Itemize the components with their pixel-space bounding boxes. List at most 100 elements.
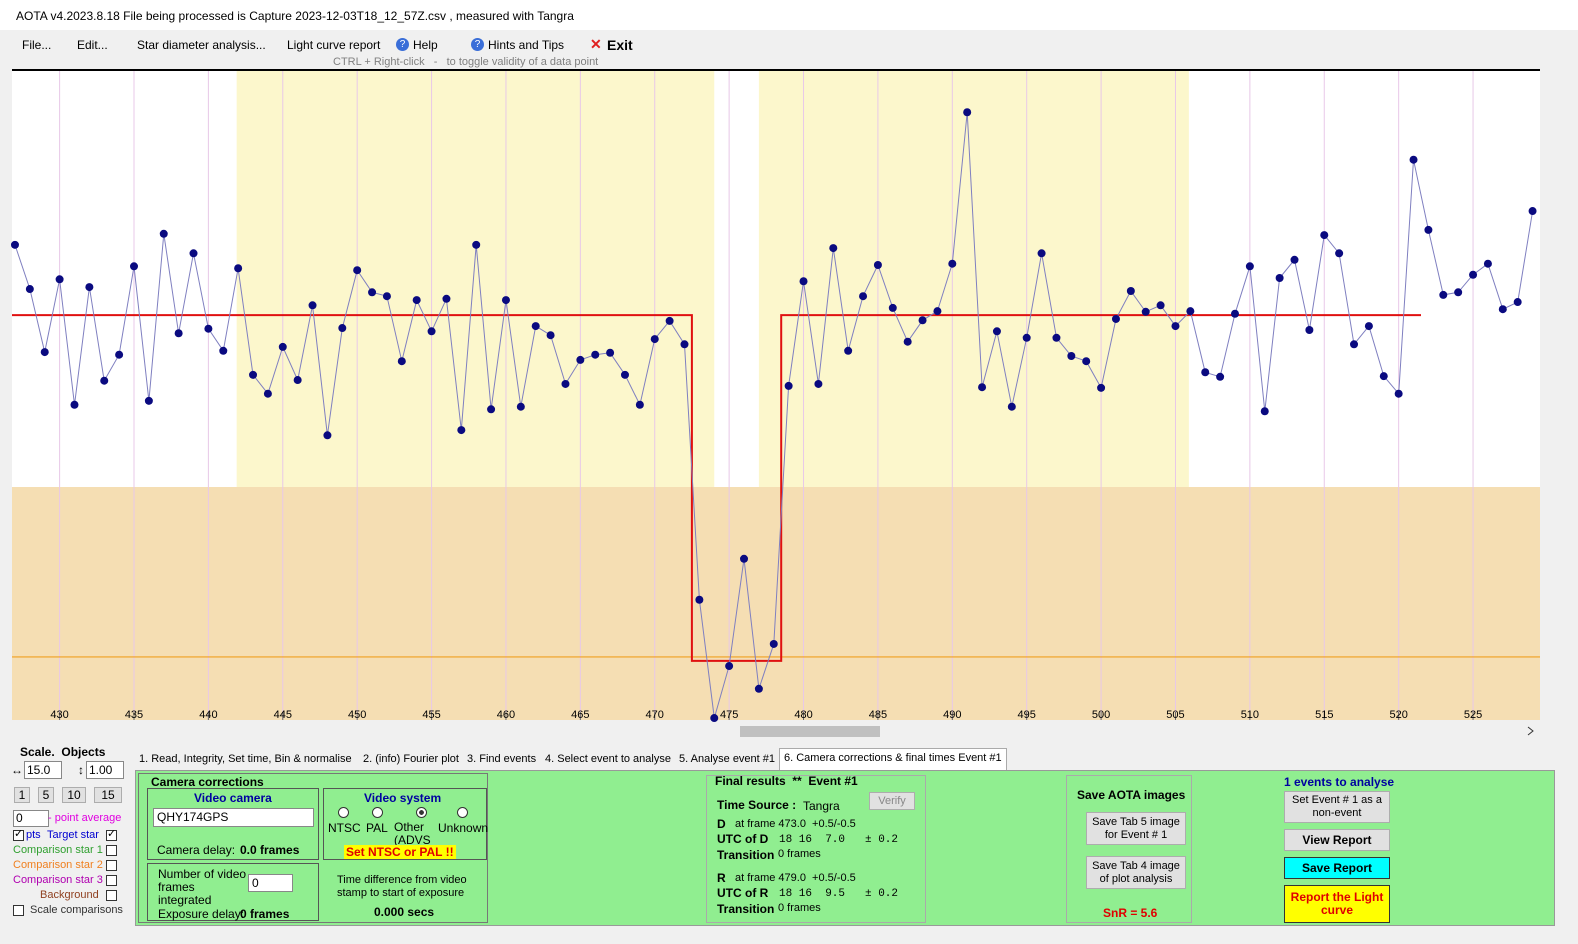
- data-point: [1305, 326, 1314, 334]
- object-label: Target star: [47, 829, 99, 841]
- time-diff-value: 0.000 secs: [374, 905, 435, 919]
- data-point: [144, 396, 153, 405]
- panel-title: Scale. Objects: [20, 745, 106, 759]
- menu-bar: File... Edit... Star diameter analysis..…: [0, 30, 1550, 68]
- checkbox[interactable]: [106, 845, 117, 856]
- x-tick-label: 435: [125, 709, 143, 721]
- checkbox[interactable]: [106, 875, 117, 886]
- non-event-button[interactable]: Set Event # 1 as a non-event: [1284, 791, 1390, 823]
- menu-item[interactable]: Edit...: [77, 38, 108, 52]
- data-point: [10, 240, 19, 249]
- group-title: Final results ** Event #1: [715, 774, 858, 788]
- data-point: [1082, 357, 1091, 366]
- data-point: [918, 316, 927, 325]
- tab[interactable]: 1. Read, Integrity, Set time, Bin & norm…: [139, 753, 352, 765]
- report-light-curve-button[interactable]: Report the Light curve: [1284, 885, 1390, 923]
- data-point: [1245, 262, 1254, 271]
- data-point: [591, 350, 600, 359]
- camera-select[interactable]: QHY174GPS: [153, 808, 314, 827]
- data-point: [635, 400, 644, 409]
- x-tick-label: 505: [1166, 709, 1184, 721]
- data-point: [650, 335, 659, 344]
- save-tab4-button[interactable]: Save Tab 4 image of plot analysis: [1086, 856, 1186, 889]
- data-point: [665, 316, 674, 325]
- tab[interactable]: 4. Select event to analyse: [545, 753, 671, 765]
- utc-error: ± 0.2: [865, 888, 899, 900]
- baseline-region: [758, 70, 1189, 487]
- menu-item[interactable]: File...: [22, 38, 52, 52]
- frames-select[interactable]: 0: [248, 874, 293, 892]
- scale-button[interactable]: 15: [94, 787, 122, 803]
- data-point: [784, 381, 793, 390]
- menu-item[interactable]: Help: [413, 38, 438, 52]
- tab[interactable]: 5. Analyse event #1: [679, 753, 776, 765]
- data-point: [829, 244, 838, 253]
- data-point: [844, 346, 853, 355]
- x-tick-label: 440: [199, 709, 217, 721]
- x-tick-label: 500: [1092, 709, 1110, 721]
- radio[interactable]: [372, 807, 383, 818]
- d-letter: D: [717, 817, 726, 831]
- final-results-group: Final results ** Event #1 Time Source : …: [706, 774, 926, 923]
- scale-button[interactable]: 5: [38, 787, 54, 803]
- data-point: [725, 662, 734, 671]
- data-point: [1528, 207, 1537, 216]
- time-source: Tangra: [803, 799, 840, 813]
- menu-item[interactable]: Light curve report: [287, 38, 381, 52]
- menu-item[interactable]: Hints and Tips: [488, 38, 565, 52]
- scrollbar-thumb[interactable]: [740, 726, 880, 737]
- data-point: [70, 400, 79, 409]
- save-tab5-button[interactable]: Save Tab 5 image for Event # 1: [1086, 812, 1186, 845]
- tab[interactable]: 2. (info) Fourier plot: [363, 753, 459, 765]
- scale-button[interactable]: 1: [14, 787, 30, 803]
- data-point: [278, 342, 287, 351]
- average-label: - point average: [48, 812, 122, 824]
- x-tick-label: 485: [869, 709, 887, 721]
- average-select[interactable]: 0: [13, 810, 49, 827]
- x-tick-label: 495: [1018, 709, 1036, 721]
- checkbox[interactable]: [106, 890, 117, 901]
- data-point: [412, 296, 421, 305]
- data-point: [40, 348, 49, 357]
- checkbox[interactable]: [106, 860, 117, 871]
- data-point: [159, 229, 168, 238]
- verify-button[interactable]: Verify: [869, 792, 915, 810]
- data-point: [1439, 290, 1448, 299]
- left-panel: Scale. Objects ↔ 15.0 ↕ 1.00 1 5 10 15 0…: [8, 745, 133, 925]
- data-point: [1052, 333, 1061, 342]
- radio[interactable]: [457, 807, 468, 818]
- time-diff-label: Time difference from video stamp to star…: [337, 874, 467, 899]
- scale-x-input[interactable]: 15.0: [24, 761, 62, 779]
- checkbox[interactable]: [13, 830, 24, 841]
- data-point: [561, 379, 570, 388]
- data-point: [1156, 301, 1165, 310]
- camera-corrections-group: Camera corrections Video camera QHY174GP…: [138, 773, 488, 923]
- data-point: [799, 277, 808, 286]
- data-point: [546, 331, 555, 340]
- radio-checked[interactable]: [416, 807, 427, 818]
- x-tick-label: 465: [571, 709, 589, 721]
- tab[interactable]: 3. Find events: [467, 753, 537, 765]
- menu-item[interactable]: Exit: [607, 37, 633, 53]
- radio[interactable]: [338, 807, 349, 818]
- save-report-button[interactable]: Save Report: [1284, 857, 1390, 879]
- checkbox[interactable]: [13, 905, 24, 916]
- view-report-button[interactable]: View Report: [1284, 829, 1390, 851]
- scroll-right-arrow[interactable]: [1527, 726, 1534, 736]
- data-point: [1498, 305, 1507, 314]
- checkbox[interactable]: [106, 830, 117, 841]
- data-point: [1364, 322, 1373, 331]
- data-point: [204, 324, 213, 333]
- data-point: [1409, 155, 1418, 164]
- data-point: [1171, 322, 1180, 331]
- data-point: [978, 383, 987, 392]
- menu-item[interactable]: Star diameter analysis...: [137, 38, 266, 52]
- icon: ↕: [78, 763, 84, 777]
- help-icon: ?: [471, 38, 484, 51]
- data-point: [1007, 402, 1016, 411]
- tab-active[interactable]: 6. Camera corrections & final times Even…: [779, 748, 1007, 772]
- data-point: [903, 337, 912, 346]
- data-point: [249, 370, 258, 379]
- scale-y-input[interactable]: 1.00: [86, 761, 124, 779]
- scale-button[interactable]: 10: [62, 787, 86, 803]
